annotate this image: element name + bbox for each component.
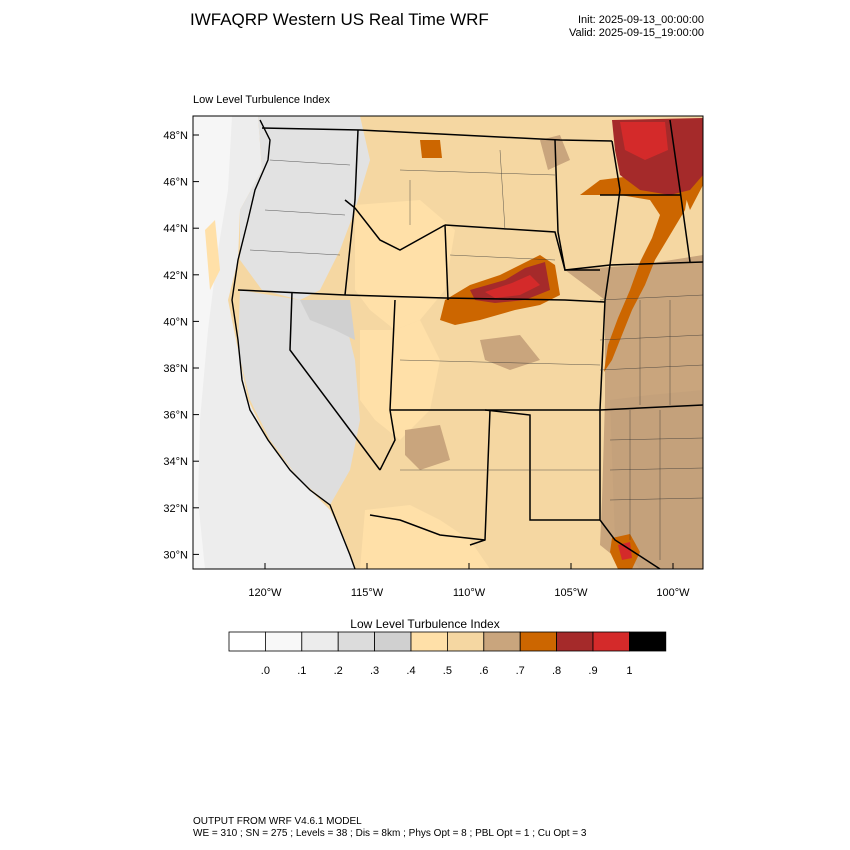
colorbar-swatch	[592, 631, 630, 652]
colorbar-swatch	[410, 631, 448, 652]
lat-label: 48°N	[163, 130, 188, 142]
colorbar-tick-label: .6	[479, 665, 488, 677]
colorbar-swatch	[629, 631, 667, 652]
colorbar-swatch	[519, 631, 558, 652]
colorbar-tick-label: .7	[516, 665, 525, 677]
init-time: Init: 2025-09-13_00:00:00	[578, 14, 704, 26]
model-output-line: OUTPUT FROM WRF V4.6.1 MODEL	[193, 816, 362, 827]
lon-label: 110°W	[453, 587, 486, 599]
coastline	[231, 119, 356, 570]
colorbar-tick-label: .8	[552, 665, 561, 677]
colorbar-tick-label: .5	[443, 665, 452, 677]
colorbar-tick-label: .4	[406, 665, 415, 677]
state-boundaries	[237, 119, 703, 569]
field-title: Low Level Turbulence Index	[193, 94, 330, 106]
latitude-axis: 48°N 46°N 44°N 42°N 40°N 38°N 36°N 34°N 32°N 30°N	[163, 130, 199, 561]
model-config-line: WE = 310 ; SN = 275 ; Levels = 38 ; Dis …	[193, 828, 587, 839]
colorbar-swatch	[337, 631, 376, 652]
lat-label: 30°N	[163, 549, 188, 561]
lat-label: 34°N	[163, 456, 188, 468]
lat-label: 38°N	[163, 363, 188, 375]
colorbar-swatch	[264, 631, 303, 652]
colorbar-tick-label: .0	[261, 665, 270, 677]
colorbar-swatch	[301, 631, 339, 652]
turbulence-field	[193, 116, 703, 569]
lat-label: 46°N	[163, 177, 188, 189]
lon-label: 105°W	[554, 587, 588, 599]
lon-label: 100°W	[656, 587, 690, 599]
colorbar-swatch	[374, 631, 412, 652]
colorbar-swatch	[556, 631, 594, 652]
colorbar: .0 .1 .2 .3 .4 .5 .6 .7 .8 .9 1	[228, 631, 667, 677]
lat-label: 40°N	[163, 316, 188, 328]
colorbar-swatch	[446, 631, 485, 652]
colorbar-swatch	[228, 631, 266, 652]
lat-label: 42°N	[163, 270, 188, 282]
colorbar-tick-label: .1	[297, 665, 306, 677]
plot-frame	[192, 115, 704, 570]
colorbar-tick-label: 1	[626, 665, 632, 677]
longitude-axis: 120°W 115°W 110°W 105°W 100°W	[248, 563, 690, 599]
lat-label: 36°N	[163, 410, 188, 422]
colorbar-tick-label: .9	[588, 665, 597, 677]
valid-time: Valid: 2025-09-15_19:00:00	[569, 27, 704, 39]
county-lines	[249, 149, 703, 560]
lon-label: 120°W	[248, 587, 282, 599]
lat-label: 32°N	[163, 503, 188, 515]
colorbar-tick-label: .2	[334, 665, 343, 677]
colorbar-swatch	[483, 631, 521, 652]
colorbar-title: Low Level Turbulence Index	[350, 617, 500, 631]
lon-label: 115°W	[351, 587, 384, 599]
colorbar-tick-label: .3	[370, 665, 379, 677]
main-title: IWFAQRP Western US Real Time WRF	[190, 10, 489, 29]
lat-label: 44°N	[163, 223, 188, 235]
